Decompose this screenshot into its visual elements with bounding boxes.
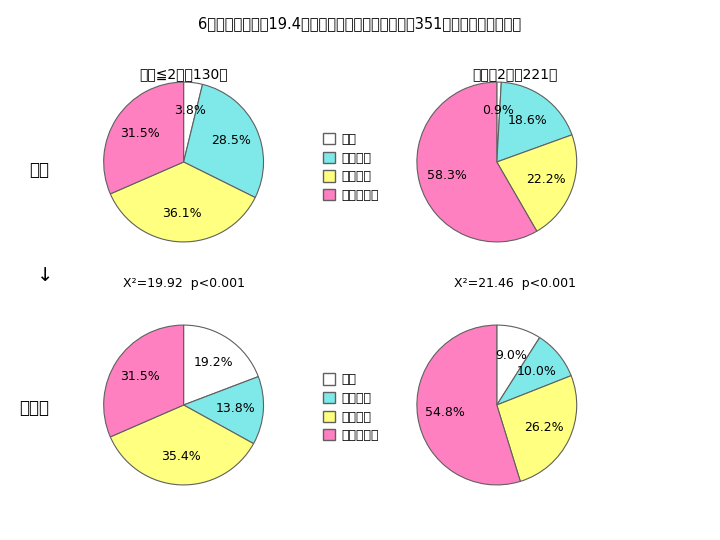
Text: 31.5%: 31.5% <box>120 127 160 140</box>
Wedge shape <box>497 338 571 405</box>
Text: 31.5%: 31.5% <box>120 370 160 383</box>
Text: 36.1%: 36.1% <box>163 207 202 220</box>
Text: 26.2%: 26.2% <box>524 421 564 434</box>
Wedge shape <box>497 82 572 162</box>
Text: 19.2%: 19.2% <box>193 356 233 369</box>
Text: ↓: ↓ <box>37 266 53 285</box>
Text: 58.3%: 58.3% <box>427 169 467 182</box>
Text: 0.9%: 0.9% <box>482 104 514 117</box>
Text: 22.2%: 22.2% <box>526 173 565 186</box>
Wedge shape <box>110 405 253 485</box>
Legend: 正常, 低音障害, 高音障害, 全音域障害: 正常, 低音障害, 高音障害, 全音域障害 <box>323 133 379 202</box>
Legend: 正常, 低音障害, 高音障害, 全音域障害: 正常, 低音障害, 高音障害, 全音域障害 <box>323 373 379 442</box>
Text: 最終診: 最終診 <box>19 399 50 417</box>
Wedge shape <box>184 82 202 162</box>
Wedge shape <box>104 325 184 437</box>
Wedge shape <box>497 135 577 231</box>
Text: 13.8%: 13.8% <box>215 402 256 415</box>
Wedge shape <box>417 82 537 242</box>
Text: 10.0%: 10.0% <box>517 366 557 379</box>
Text: 3.8%: 3.8% <box>174 104 206 117</box>
Text: 初診: 初診 <box>30 161 50 179</box>
Wedge shape <box>497 325 540 405</box>
Wedge shape <box>497 376 577 481</box>
Text: 18.6%: 18.6% <box>508 114 548 127</box>
Text: X²=21.46  p<0.001: X²=21.46 p<0.001 <box>454 277 576 290</box>
Wedge shape <box>104 82 184 194</box>
Text: 35.4%: 35.4% <box>161 450 201 463</box>
Text: 28.5%: 28.5% <box>211 133 251 146</box>
Wedge shape <box>184 325 258 405</box>
Wedge shape <box>184 84 264 198</box>
Wedge shape <box>184 376 264 444</box>
Text: 罹病＞2年の221名: 罹病＞2年の221名 <box>472 68 557 82</box>
Wedge shape <box>417 325 521 485</box>
Text: 6ヶ月以上（平均19.4ヶ月）観察したメニエール病351名の患者の聴力予後: 6ヶ月以上（平均19.4ヶ月）観察したメニエール病351名の患者の聴力予後 <box>199 16 521 31</box>
Wedge shape <box>497 82 501 162</box>
Wedge shape <box>110 162 255 242</box>
Text: 54.8%: 54.8% <box>426 406 465 419</box>
Text: X²=19.92  p<0.001: X²=19.92 p<0.001 <box>122 277 245 290</box>
Text: 9.0%: 9.0% <box>495 349 527 362</box>
Text: 罹病≦2年の130名: 罹病≦2年の130名 <box>139 68 228 82</box>
